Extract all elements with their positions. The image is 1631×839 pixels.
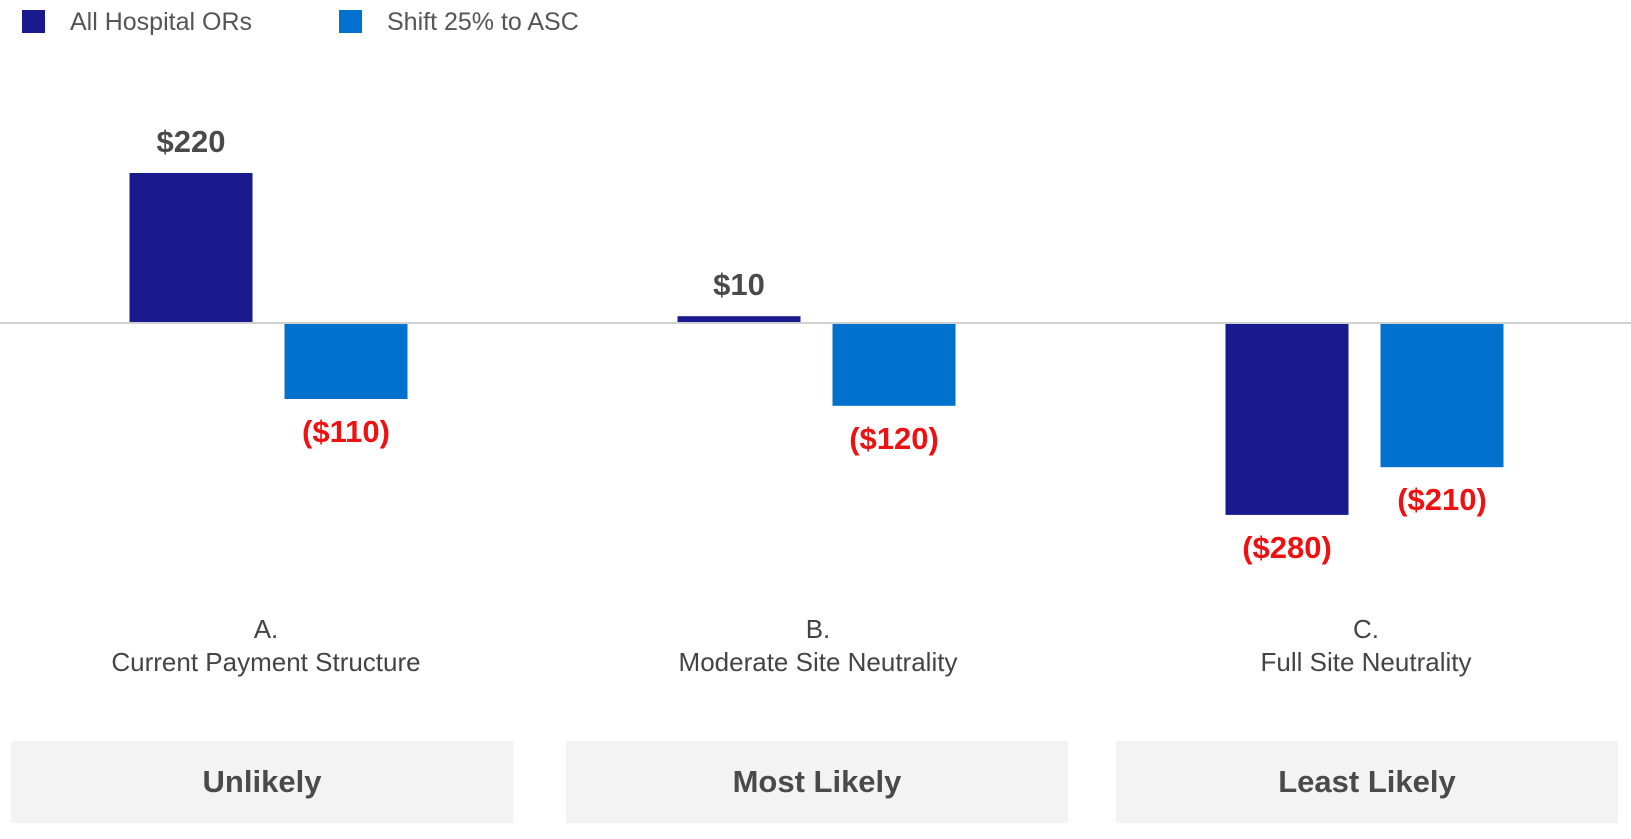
legend-swatch-all-hospital-ors bbox=[22, 10, 45, 33]
likelihood-box-a: Unlikely bbox=[11, 741, 513, 823]
legend-swatch-shift-to-asc bbox=[339, 10, 362, 33]
bar-chart: $220 $10 ($280) ($110) ($120) ($210) bbox=[0, 124, 1631, 565]
category-label-c: C. Full Site Neutrality bbox=[1106, 613, 1626, 679]
legend-label-all-hospital-ors: All Hospital ORs bbox=[70, 8, 252, 36]
value-label-shift-to-asc-1: ($120) bbox=[849, 421, 939, 456]
category-letter-a: A. bbox=[253, 614, 279, 644]
category-letter-b: B. bbox=[805, 614, 831, 644]
bar-all-hospital-ors-2 bbox=[1225, 324, 1349, 515]
likelihood-box-c: Least Likely bbox=[1116, 741, 1618, 823]
likelihood-label-b: Most Likely bbox=[732, 764, 902, 799]
category-name-c: Full Site Neutrality bbox=[1260, 647, 1472, 677]
bar-shift-to-asc-1 bbox=[832, 324, 956, 406]
category-name-b: Moderate Site Neutrality bbox=[678, 647, 958, 677]
category-label-b: B. Moderate Site Neutrality bbox=[558, 613, 1078, 679]
value-label-all-hospital-ors-0: $220 bbox=[157, 124, 226, 159]
value-label-all-hospital-ors-2: ($280) bbox=[1242, 530, 1332, 565]
value-labels-group: $220 $10 ($280) ($110) ($120) ($210) bbox=[157, 124, 1487, 565]
bar-shift-to-asc-2 bbox=[1380, 324, 1504, 468]
value-label-shift-to-asc-2: ($210) bbox=[1397, 482, 1487, 517]
bar-all-hospital-ors-1 bbox=[677, 316, 801, 323]
value-label-shift-to-asc-0: ($110) bbox=[302, 414, 390, 449]
bar-all-hospital-ors-0 bbox=[129, 173, 253, 323]
category-name-a: Current Payment Structure bbox=[111, 647, 421, 677]
bars-group bbox=[129, 173, 1504, 515]
value-label-all-hospital-ors-1: $10 bbox=[713, 267, 765, 302]
category-letter-c: C. bbox=[1353, 614, 1379, 644]
likelihood-label-c: Least Likely bbox=[1278, 764, 1456, 799]
likelihood-box-b: Most Likely bbox=[566, 741, 1068, 823]
likelihood-label-a: Unlikely bbox=[202, 764, 322, 799]
legend-label-shift-to-asc: Shift 25% to ASC bbox=[387, 8, 579, 36]
bar-shift-to-asc-0 bbox=[284, 324, 408, 399]
category-label-a: A. Current Payment Structure bbox=[6, 613, 526, 679]
